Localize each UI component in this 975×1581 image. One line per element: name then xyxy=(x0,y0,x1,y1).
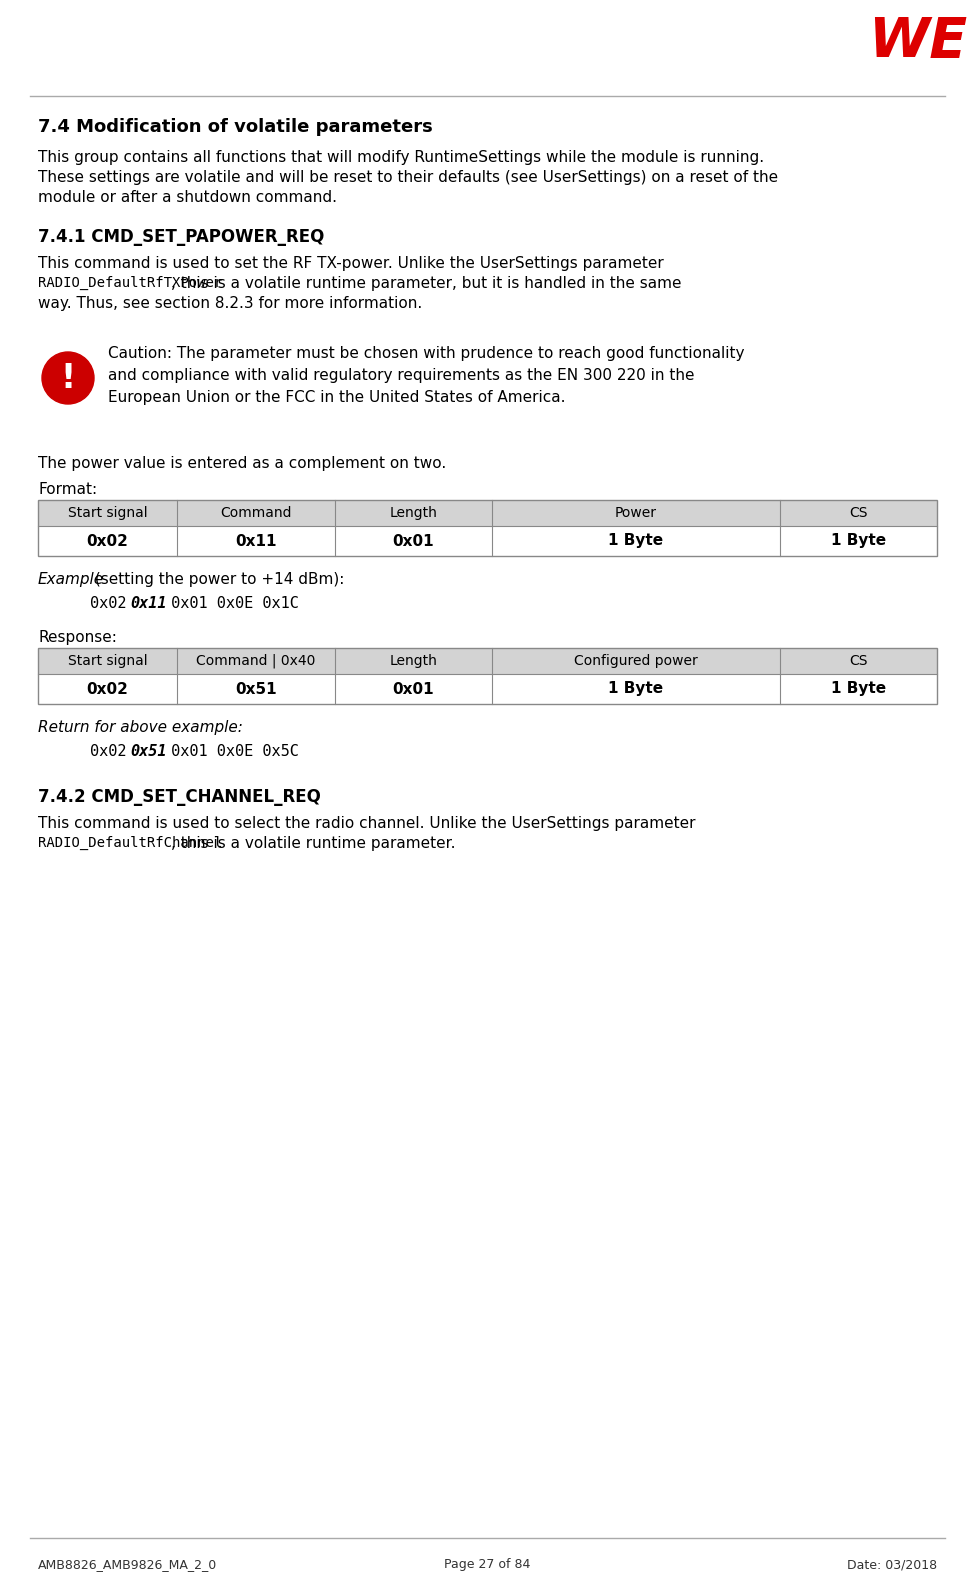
Text: This command is used to set the RF TX-power. Unlike the UserSettings parameter: This command is used to set the RF TX-po… xyxy=(38,256,664,270)
Text: AMB8826_AMB9826_MA_2_0: AMB8826_AMB9826_MA_2_0 xyxy=(38,1557,217,1572)
Text: Length: Length xyxy=(389,655,437,669)
Text: 7.4 Modification of volatile parameters: 7.4 Modification of volatile parameters xyxy=(38,119,433,136)
Text: 1 Byte: 1 Byte xyxy=(831,533,886,549)
Text: 0x02: 0x02 xyxy=(90,596,136,610)
Text: 0x51: 0x51 xyxy=(130,745,167,759)
Text: 0x01 0x0E 0x1C: 0x01 0x0E 0x1C xyxy=(162,596,299,610)
Text: This command is used to select the radio channel. Unlike the UserSettings parame: This command is used to select the radio… xyxy=(38,816,695,832)
FancyBboxPatch shape xyxy=(38,648,937,674)
Text: , this is a volatile runtime parameter.: , this is a volatile runtime parameter. xyxy=(171,836,455,851)
Text: Page 27 of 84: Page 27 of 84 xyxy=(445,1557,530,1572)
Text: European Union or the FCC in the United States of America.: European Union or the FCC in the United … xyxy=(108,391,566,405)
Text: Start signal: Start signal xyxy=(68,506,147,520)
Text: Format:: Format: xyxy=(38,482,98,496)
Text: RADIO_DefaultRfTXPower: RADIO_DefaultRfTXPower xyxy=(38,277,222,291)
Text: 0x11: 0x11 xyxy=(130,596,167,610)
Text: and compliance with valid regulatory requirements as the EN 300 220 in the: and compliance with valid regulatory req… xyxy=(108,368,694,383)
Text: , this is a volatile runtime parameter, but it is handled in the same: , this is a volatile runtime parameter, … xyxy=(171,277,682,291)
Text: This group contains all functions that will modify RuntimeSettings while the mod: This group contains all functions that w… xyxy=(38,150,764,164)
Text: Command: Command xyxy=(220,506,292,520)
Text: 7.4.2 CMD_SET_CHANNEL_REQ: 7.4.2 CMD_SET_CHANNEL_REQ xyxy=(38,787,321,806)
Text: 1 Byte: 1 Byte xyxy=(608,681,663,697)
Text: CS: CS xyxy=(849,655,868,669)
Text: RADIO_DefaultRfChannel: RADIO_DefaultRfChannel xyxy=(38,836,222,851)
Text: Return for above example:: Return for above example: xyxy=(38,719,243,735)
Text: module or after a shutdown command.: module or after a shutdown command. xyxy=(38,190,337,206)
Text: These settings are volatile and will be reset to their defaults (see UserSetting: These settings are volatile and will be … xyxy=(38,171,778,185)
Text: 1 Byte: 1 Byte xyxy=(608,533,663,549)
Text: 0x02: 0x02 xyxy=(87,533,129,549)
Text: Length: Length xyxy=(389,506,437,520)
Text: Start signal: Start signal xyxy=(68,655,147,669)
Text: 0x01: 0x01 xyxy=(393,681,434,697)
Text: Power: Power xyxy=(615,506,657,520)
Text: way. Thus, see section 8.2.3 for more information.: way. Thus, see section 8.2.3 for more in… xyxy=(38,296,422,311)
Text: 0x02: 0x02 xyxy=(90,745,136,759)
Text: !: ! xyxy=(60,362,76,395)
Text: 0x02: 0x02 xyxy=(87,681,129,697)
Text: CS: CS xyxy=(849,506,868,520)
Circle shape xyxy=(42,353,94,405)
Text: (setting the power to +14 dBm):: (setting the power to +14 dBm): xyxy=(90,572,344,587)
FancyBboxPatch shape xyxy=(38,674,937,704)
FancyBboxPatch shape xyxy=(38,500,937,526)
Text: 7.4.1 CMD_SET_PAPOWER_REQ: 7.4.1 CMD_SET_PAPOWER_REQ xyxy=(38,228,325,247)
Text: 1 Byte: 1 Byte xyxy=(831,681,886,697)
Text: Example: Example xyxy=(38,572,104,587)
FancyBboxPatch shape xyxy=(38,526,937,557)
Text: 0x11: 0x11 xyxy=(235,533,277,549)
Text: The power value is entered as a complement on two.: The power value is entered as a compleme… xyxy=(38,455,447,471)
Text: Configured power: Configured power xyxy=(574,655,698,669)
Text: 0x01 0x0E 0x5C: 0x01 0x0E 0x5C xyxy=(162,745,299,759)
Text: 0x01: 0x01 xyxy=(393,533,434,549)
Text: WE: WE xyxy=(868,14,967,70)
Text: 0x51: 0x51 xyxy=(235,681,277,697)
Text: Date: 03/2018: Date: 03/2018 xyxy=(847,1557,937,1572)
Text: Command | 0x40: Command | 0x40 xyxy=(196,655,316,669)
Text: Caution: The parameter must be chosen with prudence to reach good functionality: Caution: The parameter must be chosen wi… xyxy=(108,346,745,360)
Text: Response:: Response: xyxy=(38,629,117,645)
